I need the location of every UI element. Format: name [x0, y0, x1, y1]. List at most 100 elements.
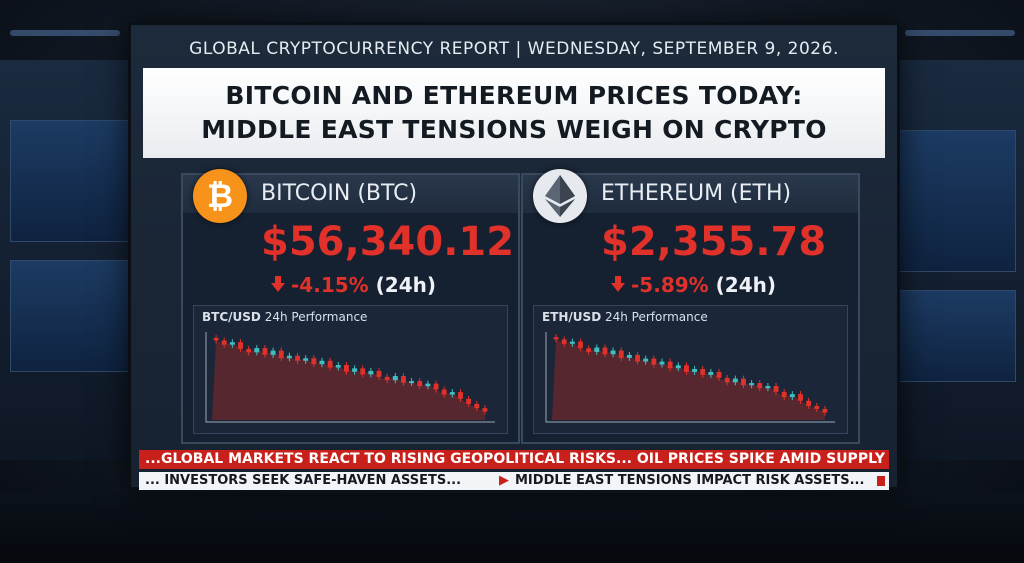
candle [221, 340, 227, 345]
candle [578, 341, 583, 349]
candle [433, 383, 439, 390]
price-change: -5.89% (24h) [611, 273, 776, 297]
area-fill [552, 339, 825, 420]
chart-axis [205, 332, 495, 423]
news-ticker-secondary: ... INVESTORS SEEK SAFE-HAVEN ASSETS... … [139, 472, 889, 490]
headline-banner: BITCOIN AND ETHEREUM PRICES TODAY: MIDDL… [143, 68, 885, 158]
chart-label: 24h Performance [604, 310, 708, 324]
ticker-item: ▶ MIDDLE EAST TENSIONS IMPACT RISK ASSETS… [499, 472, 864, 490]
report-dateline: GLOBAL CRYPTOCURRENCY REPORT | WEDNESDAY… [189, 39, 839, 59]
candle [409, 381, 415, 384]
coin-price: $56,340.12 [261, 219, 515, 265]
candle [626, 354, 632, 358]
change-period: (24h) [375, 273, 437, 297]
chart-label: 24h Performance [264, 310, 368, 324]
candle [643, 358, 649, 362]
candle [295, 355, 300, 361]
news-ticker-primary: ...GLOBAL MARKETS REACT TO RISING GEOPOL… [139, 450, 889, 469]
change-percent: -5.89% [631, 273, 709, 297]
candle [449, 392, 455, 395]
candle [368, 370, 374, 375]
ethereum-card: ETHEREUM (ETH) $2,355.78 -5.89% (24h) ET… [521, 169, 860, 444]
candle [635, 354, 640, 362]
candle [602, 347, 608, 355]
news-display-board: GLOBAL CRYPTOCURRENCY REPORT | WEDNESDAY… [128, 22, 900, 490]
candle [384, 376, 390, 381]
change-percent: -4.15% [291, 273, 369, 297]
candle [569, 341, 575, 344]
background-world-map-screen [884, 130, 1016, 272]
ceiling-light [905, 30, 1015, 36]
candle [441, 389, 447, 395]
candle [474, 403, 480, 409]
candle [692, 368, 698, 372]
candle [466, 398, 472, 404]
candle [732, 378, 738, 383]
candle [675, 365, 681, 369]
price-change: -4.15% (24h) [271, 273, 436, 297]
candle [376, 370, 382, 377]
chart-title: BTC/USD 24h Performance [202, 310, 367, 324]
candle [765, 385, 771, 389]
candle [814, 405, 820, 409]
ethereum-icon [533, 169, 587, 223]
candle [238, 342, 243, 349]
candle [659, 361, 665, 365]
ceiling-light [10, 30, 120, 36]
candle [352, 368, 358, 372]
candle [482, 408, 488, 412]
ticker-item-text: MIDDLE EAST TENSIONS IMPACT RISK ASSETS.… [515, 473, 865, 488]
chart-pair: ETH/USD [542, 310, 602, 324]
chart-title: ETH/USD 24h Performance [542, 310, 708, 324]
headline-line-2: MIDDLE EAST TENSIONS WEIGH ON CRYPTO [201, 115, 827, 144]
candle [610, 350, 616, 355]
background-monitor [884, 290, 1016, 382]
chart-axis [545, 332, 835, 423]
candle [667, 361, 673, 369]
candle [360, 368, 366, 375]
candle [586, 348, 592, 352]
candle [458, 392, 463, 399]
down-arrow-icon [271, 273, 285, 297]
candle [716, 371, 722, 378]
bitcoin-card: ₿ BITCOIN (BTC) $56,340.12 -4.15% (24h) … [181, 169, 520, 444]
candle [651, 358, 657, 365]
candlestick-chart [205, 332, 495, 423]
candle [773, 385, 779, 392]
candle [401, 376, 406, 383]
change-period: (24h) [715, 273, 777, 297]
candle [618, 350, 624, 358]
headline-line-1: BITCOIN AND ETHEREUM PRICES TODAY: [225, 81, 803, 110]
candle [270, 350, 276, 355]
candle [700, 368, 706, 375]
coin-price: $2,355.78 [601, 219, 827, 265]
performance-chart: ETH/USD 24h Performance [533, 305, 848, 434]
chart-pair: BTC/USD [202, 310, 261, 324]
candle [392, 376, 398, 381]
down-arrow-icon [611, 273, 625, 297]
background-monitor [10, 120, 132, 242]
candle [741, 378, 746, 386]
play-icon: ▶ [499, 473, 509, 488]
candle [553, 337, 559, 340]
candle [417, 381, 423, 387]
candle [311, 358, 317, 365]
coin-name: ETHEREUM (ETH) [601, 181, 792, 206]
candle [724, 377, 730, 383]
candle [213, 337, 219, 341]
candle [789, 394, 795, 398]
candle [286, 355, 292, 359]
candle [708, 371, 714, 375]
bitcoin-icon: ₿ [193, 169, 247, 223]
candle [335, 365, 341, 368]
candle [278, 350, 284, 359]
area-fill [212, 340, 485, 420]
ticker-item: ... INVESTORS SEEK SAFE-HAVEN ASSETS... [145, 473, 462, 488]
candle [343, 365, 349, 372]
candlestick-chart [545, 332, 835, 423]
candle [798, 394, 803, 401]
coin-name: BITCOIN (BTC) [261, 181, 418, 206]
candle [806, 400, 812, 406]
candle [683, 365, 689, 372]
candle [246, 348, 252, 353]
